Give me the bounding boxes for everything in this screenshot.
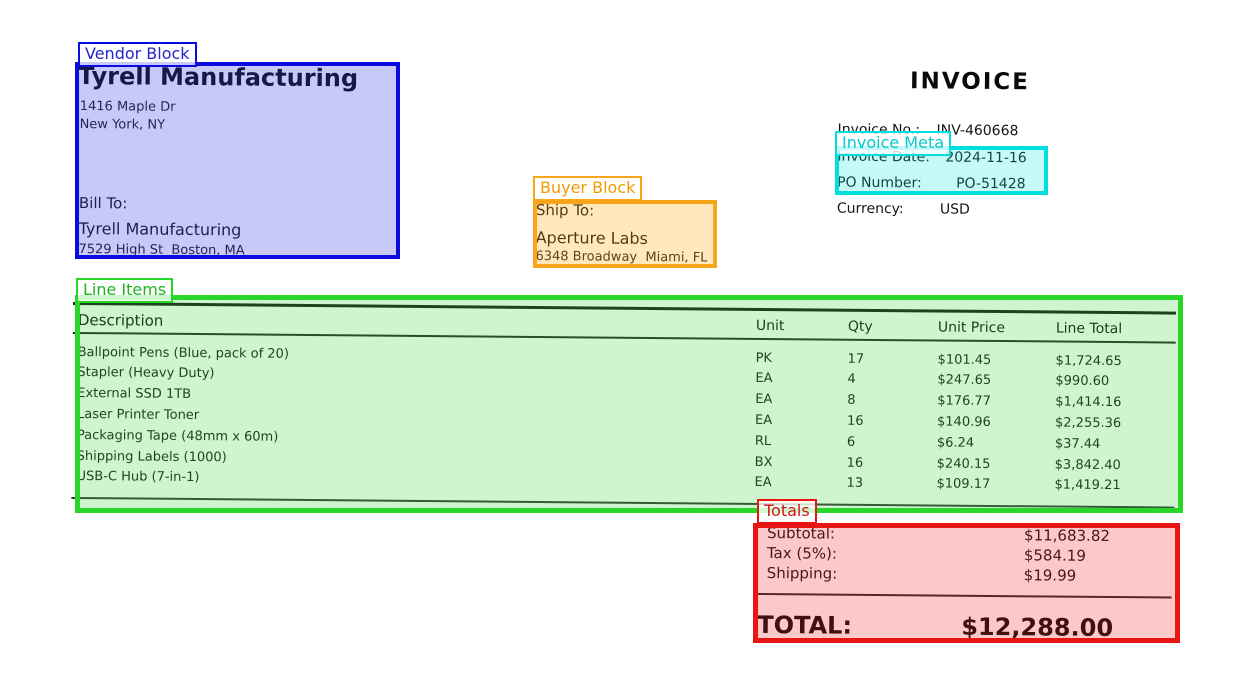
line-item-cell: Stapler (Heavy Duty) <box>77 365 215 382</box>
line-item-cell: $140.96 <box>936 414 991 430</box>
line-item-cell: $109.17 <box>936 476 991 493</box>
line-item-cell: $2,255.36 <box>1054 415 1122 431</box>
line-item-cell: 16 <box>846 413 864 429</box>
subtotal-label: Subtotal: <box>766 524 836 543</box>
line-item-cell: $3,842.40 <box>1054 457 1121 473</box>
line-item-cell: PK <box>755 350 773 366</box>
line-item-cell: BX <box>754 454 773 470</box>
line-item-cell: EA <box>754 412 773 428</box>
line-item-cell: $240.15 <box>936 455 991 472</box>
line-item-cell: $1,724.65 <box>1055 353 1122 369</box>
line-item-cell: EA <box>755 391 773 408</box>
line-item-cell: 6 <box>846 434 856 450</box>
line-item-cell: Laser Printer Toner <box>77 406 200 423</box>
line-item-cell: 8 <box>847 392 856 408</box>
line-item-cell: Shipping Labels (1000) <box>76 448 227 465</box>
tax-value: $584.19 <box>1023 546 1086 565</box>
subtotal-value: $11,683.82 <box>1023 526 1111 546</box>
line-item-cell: $176.77 <box>937 393 992 410</box>
line-item-cell: Ballpoint Pens (Blue, pack of 20) <box>77 344 290 362</box>
tax-label: Tax (5%): <box>766 544 838 563</box>
line-item-cell: EA <box>754 475 772 491</box>
grand-total-value: $12,288.00 <box>961 612 1114 643</box>
line-item-cell: $101.45 <box>937 351 992 368</box>
line-item-cell: $6.24 <box>936 435 975 451</box>
line-item-cell: $37.44 <box>1054 436 1101 452</box>
line-item-cell: 4 <box>847 372 856 388</box>
line-item-cell: USB-C Hub (7-in-1) <box>76 469 200 486</box>
shipping-value: $19.99 <box>1023 566 1077 585</box>
line-item-cell: 17 <box>847 351 865 367</box>
line-item-cell: 16 <box>846 455 864 471</box>
shipping-label: Shipping: <box>766 564 838 583</box>
line-item-cell: EA <box>755 371 773 387</box>
line-item-cell: $990.60 <box>1055 373 1110 390</box>
line-item-cell: $247.65 <box>937 372 992 389</box>
line-item-cell: $1,414.16 <box>1055 394 1122 411</box>
line-item-cell: External SSD 1TB <box>77 386 192 403</box>
line-item-cell: Packaging Tape (48mm x 60m) <box>76 427 279 445</box>
line-item-cell: $1,419.21 <box>1054 477 1121 494</box>
line-item-cell: RL <box>754 433 772 449</box>
grand-total-label: TOTAL: <box>757 610 853 640</box>
line-item-cell: 13 <box>846 476 864 492</box>
